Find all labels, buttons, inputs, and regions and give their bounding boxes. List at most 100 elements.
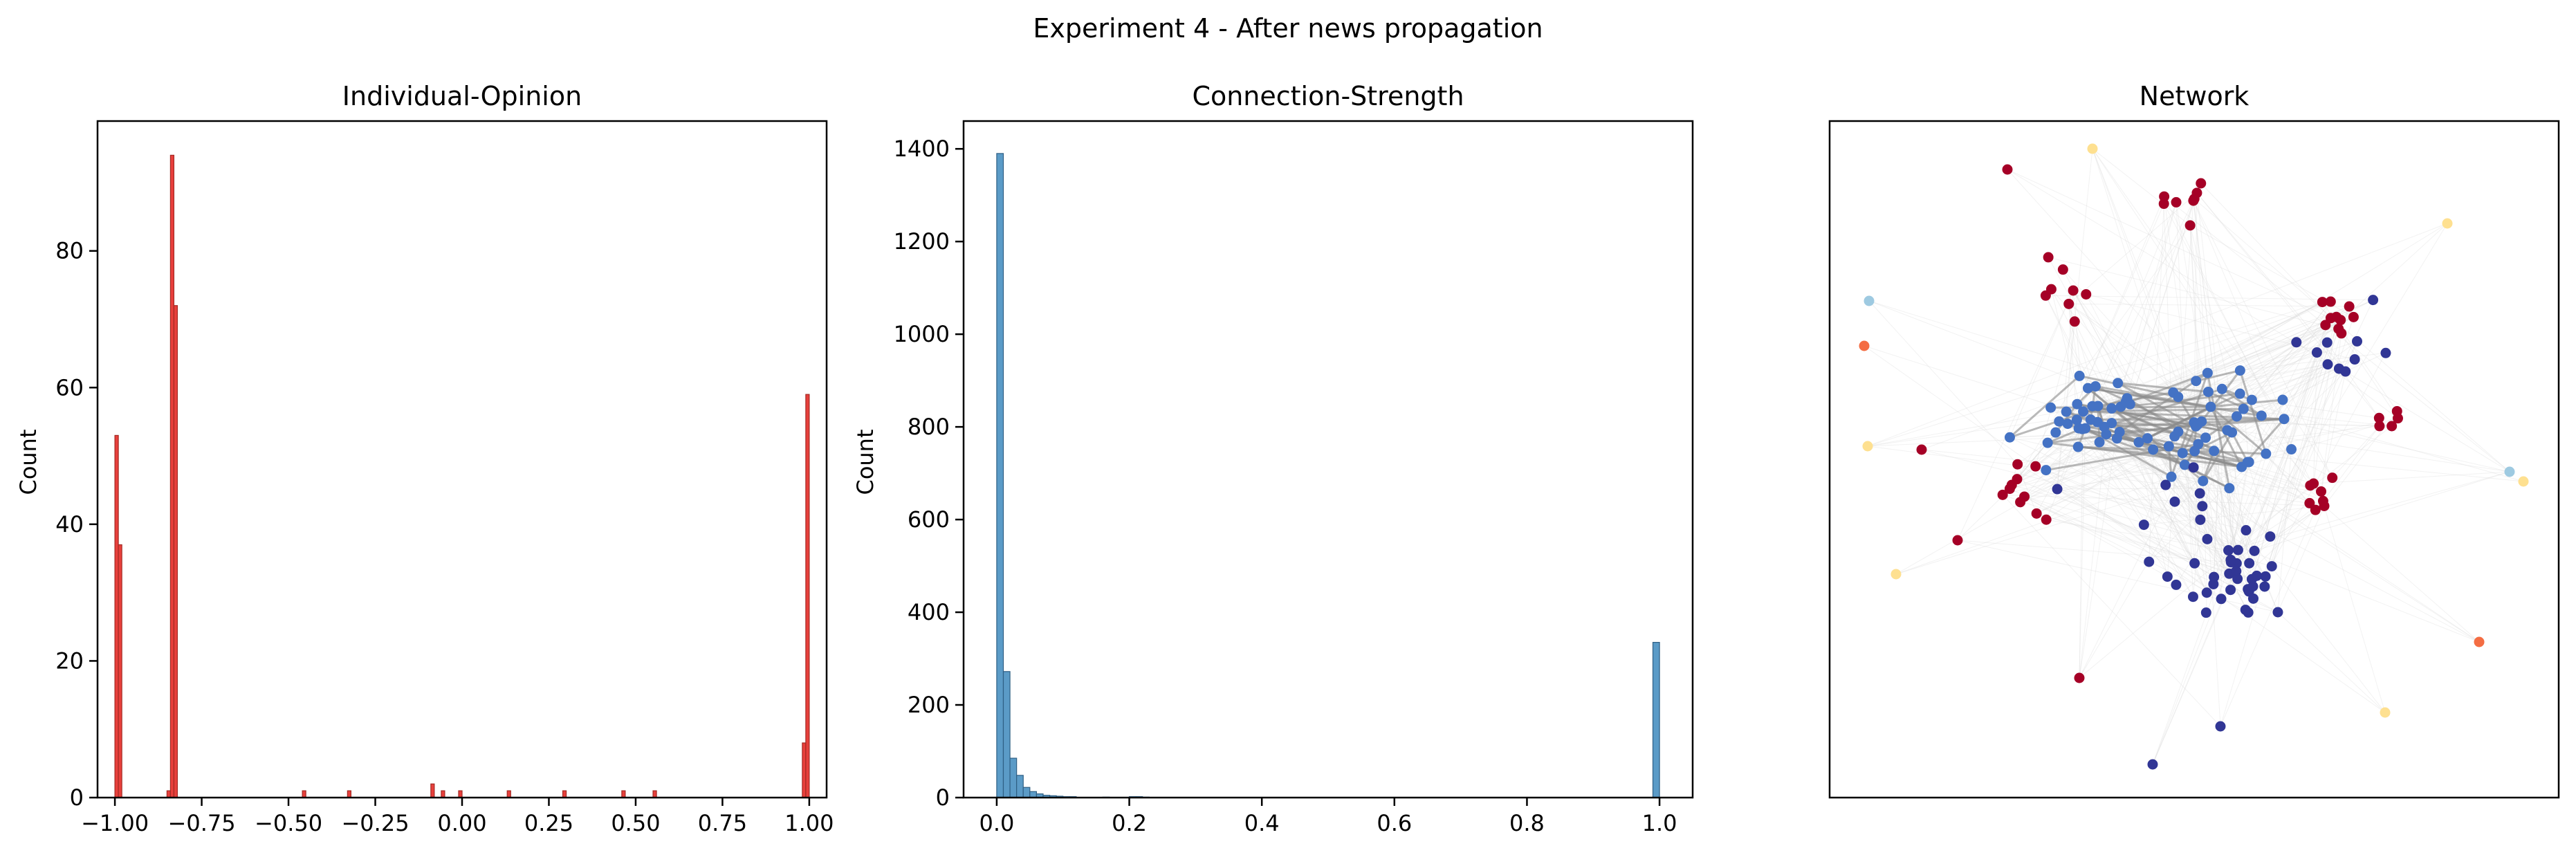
network-edge (2090, 418, 2285, 421)
network-edge (2068, 303, 2324, 502)
network-node (2308, 478, 2319, 489)
network-edge (2079, 434, 2107, 679)
network-edge (2209, 406, 2243, 468)
network-edge (2345, 371, 2510, 472)
opinion-histogram-title: Individual-Opinion (342, 81, 582, 111)
network-node (2231, 566, 2242, 577)
connection-xtick-label: 1.0 (1642, 810, 1677, 836)
network-edge (2210, 407, 2229, 551)
network-edge (2200, 369, 2241, 423)
network-edge (2220, 509, 2316, 600)
network-edge (2248, 316, 2337, 463)
network-edge (2086, 293, 2355, 360)
opinion-bar-1 (118, 544, 122, 798)
network-node (2202, 386, 2214, 397)
network-node (2234, 388, 2245, 399)
network-node (2050, 427, 2061, 438)
network-node (1862, 441, 1873, 452)
network-edge (2068, 192, 2198, 304)
network-node (2193, 439, 2204, 450)
network-node (2111, 433, 2122, 444)
opinion-bar-3 (169, 154, 175, 798)
network-edge (1957, 540, 2232, 563)
network-edge (2323, 425, 2380, 502)
network-node (2045, 402, 2057, 413)
network-edge (2016, 428, 2086, 480)
network-edge (2220, 509, 2316, 727)
network-edge (2126, 306, 2350, 403)
network-node (2078, 406, 2089, 417)
network-edge (2209, 406, 2267, 455)
opinion-bar-11 (562, 790, 567, 798)
network-edge (2193, 199, 2510, 472)
network-edge (2111, 302, 2323, 424)
network-node (2223, 545, 2234, 556)
network-edge (2210, 398, 2283, 408)
network-node (2188, 195, 2199, 206)
network-edge (2051, 288, 2271, 537)
network-node (2163, 441, 2174, 452)
network-edge (2236, 449, 2292, 564)
network-node (2072, 398, 2083, 410)
network-node (2074, 370, 2085, 381)
network-edge (2193, 467, 2266, 577)
network-node (2374, 421, 2385, 432)
network-edge (2057, 488, 2207, 594)
network-node (2171, 196, 2182, 208)
network-node (2082, 383, 2093, 394)
network-edge (2261, 415, 2311, 486)
network-edge (2324, 506, 2386, 713)
network-node (2232, 544, 2243, 555)
network-node (2077, 423, 2088, 434)
figure-suptitle: Experiment 4 - After news propagation (1033, 13, 1543, 44)
network-node (2173, 392, 2184, 403)
network-node (2322, 359, 2333, 370)
network-node (2042, 437, 2053, 448)
connection-bar-2 (1009, 757, 1018, 798)
network-node (2368, 295, 2379, 306)
opinion-histogram-ylabel: Count (15, 429, 42, 495)
network-node (2002, 164, 2013, 175)
network-edge (2253, 353, 2386, 599)
network-node (2092, 401, 2104, 412)
connection-bar-0 (996, 153, 1004, 798)
network-edge (2079, 464, 2185, 679)
network-node (2348, 311, 2359, 322)
opinion-bar-6 (347, 790, 351, 798)
network-node (2004, 432, 2015, 443)
network-node (2277, 394, 2288, 405)
network-node (2191, 376, 2202, 387)
network-edge (2079, 374, 2179, 398)
network-edge (2221, 388, 2263, 417)
network-node (2159, 191, 2170, 202)
network-edge (2138, 399, 2283, 443)
network-edge (2007, 169, 2339, 369)
network-edge (2182, 452, 2386, 713)
network-node (2304, 497, 2315, 508)
connection-ytick-label: 0 (936, 784, 950, 811)
network-node (1890, 569, 1902, 580)
network-node (2087, 143, 2098, 154)
network-node (2392, 413, 2403, 424)
network-node (2015, 497, 2026, 508)
connection-xtick-label: 0.0 (979, 810, 1014, 836)
network-edge (2252, 301, 2331, 401)
network-node (2317, 495, 2328, 506)
network-node (1916, 444, 1927, 455)
opinion-histogram-panel: Individual-Opinion Count −1.00 −0.75 −0.50… (15, 81, 834, 836)
network-edge (2117, 382, 2209, 393)
opinion-xtick-label: −0.50 (255, 810, 322, 836)
network-edge (2196, 192, 2380, 419)
network-node (2247, 593, 2258, 604)
opinion-histogram-xaxis: −1.00 −0.75 −0.50 −0.25 0.00 0.25 0.50 0.75 1.00 (81, 798, 834, 836)
network-node (2518, 476, 2529, 487)
network-node (2291, 337, 2302, 348)
connection-histogram-bars (996, 153, 1660, 798)
network-edge (2175, 202, 2232, 560)
network-node (2106, 403, 2117, 414)
opinion-bar-5 (302, 790, 306, 798)
network-edge (2277, 506, 2325, 613)
network-node (2074, 672, 2085, 683)
network-node (2333, 323, 2344, 334)
